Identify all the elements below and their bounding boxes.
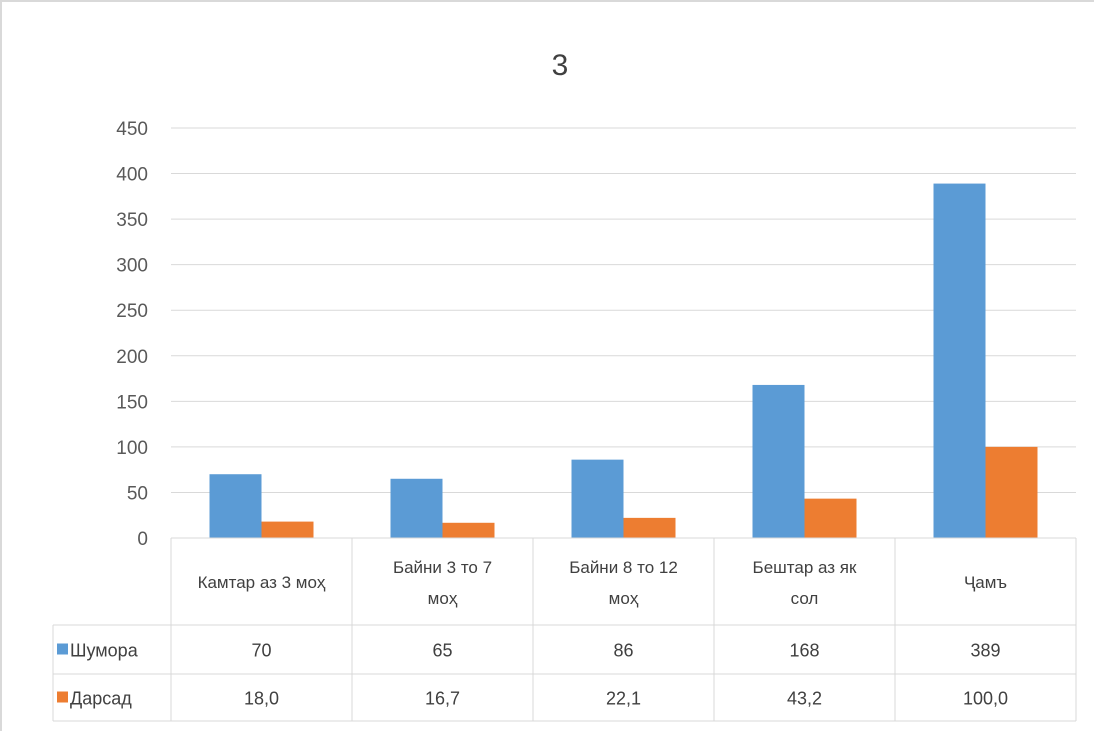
data-value: 86 [613,641,633,661]
legend-key-shumora [57,643,68,655]
bar-shumora [752,384,805,538]
bar-darsad [623,517,676,538]
data-table: Камтар аз 3 моҳ Байни 3 то 7 моҳ Байни 8 то… [52,537,1077,722]
category-label: сол [791,589,819,608]
data-value: 70 [251,641,271,661]
y-tick-label: 350 [116,210,148,231]
category-label: Байни 8 то 12 [569,558,678,577]
y-tick-label: 400 [116,165,148,186]
data-value: 65 [432,641,452,661]
y-tick-label: 200 [116,347,148,368]
bar-darsad [442,522,495,538]
bar-shumora [390,478,443,538]
bar-shumora [571,459,624,538]
y-axis: 0 50 100 150 200 250 300 350 400 450 [116,119,148,550]
y-tick-label: 100 [116,438,148,459]
data-value: 18,0 [244,689,279,709]
bar-shumora [933,183,986,539]
bar-shumora [209,474,262,538]
category-label: моҳ [428,589,458,608]
category-label: Ҷамъ [964,573,1007,592]
data-value: 16,7 [425,689,460,709]
category-label: Байни 3 то 7 [393,558,492,577]
y-tick-label: 250 [116,301,148,322]
y-tick-label: 50 [127,483,148,504]
y-tick-label: 450 [116,119,148,140]
data-value: 168 [789,641,819,661]
data-value: 43,2 [787,689,822,709]
bar-darsad [261,521,314,538]
y-tick-label: 0 [137,529,148,550]
y-tick-label: 300 [116,256,148,277]
bars [209,183,1038,539]
series-name: Шумора [70,641,139,661]
chart-title: 3 [552,49,569,82]
bar-darsad [804,498,857,538]
legend-key-darsad [57,691,68,703]
category-label: Камтар аз 3 моҳ [198,573,326,592]
y-tick-label: 150 [116,392,148,413]
data-value: 389 [970,641,1000,661]
bar-darsad [985,446,1038,538]
data-value: 22,1 [606,689,641,709]
data-value: 100,0 [963,689,1008,709]
series-name: Дарсад [70,689,132,709]
category-label: моҳ [609,589,639,608]
category-label: Бештар аз як [753,558,857,577]
